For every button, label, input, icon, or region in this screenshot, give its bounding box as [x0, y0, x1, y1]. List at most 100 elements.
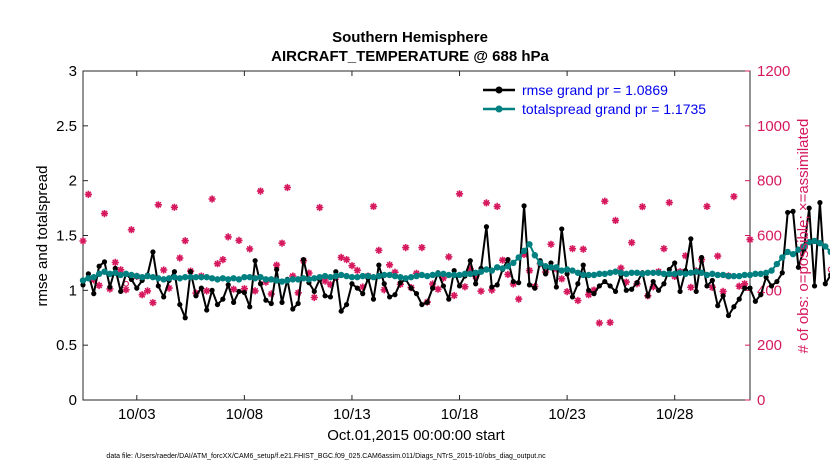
- obs-assimilated-marker: [617, 264, 625, 272]
- obs-assimilated-marker: [289, 272, 297, 280]
- obs-assimilated-marker: [380, 286, 388, 294]
- obs-assimilated-marker: [213, 260, 222, 268]
- totalspread-point: [138, 273, 146, 281]
- rmse-point: [187, 269, 194, 275]
- obs-assimilated-marker: [224, 233, 232, 241]
- obs-assimilated-marker: [708, 283, 716, 291]
- rmse-point: [446, 296, 452, 302]
- rmse-point: [80, 282, 86, 288]
- totalspread-point: [822, 243, 829, 250]
- obs-assimilated-marker: [267, 290, 275, 298]
- totalspread-point: [757, 270, 764, 278]
- rmse-point: [387, 294, 393, 300]
- totalspread-point: [746, 271, 754, 279]
- obs-assimilated-marker: [590, 286, 598, 294]
- obs-possible-marker: [827, 266, 830, 273]
- totalspread-point: [445, 271, 452, 279]
- obs-assimilated-marker: [622, 278, 630, 286]
- rmse-point: [333, 269, 339, 275]
- totalspread-point: [725, 272, 732, 280]
- obs-assimilated-marker: [326, 281, 334, 289]
- obs-assimilated-marker: [703, 202, 711, 210]
- obs-assimilated-marker: [461, 283, 469, 291]
- obs-assimilated-marker: [574, 296, 582, 305]
- totalspread-point: [246, 273, 253, 281]
- rmse-point: [634, 280, 640, 286]
- rmse-point: [645, 293, 651, 299]
- obs-assimilated-marker: [283, 183, 291, 192]
- totalspread-point: [639, 270, 646, 278]
- totalspread-point: [816, 239, 824, 247]
- totalspread-point: [703, 271, 711, 279]
- totalspread-point: [171, 273, 178, 281]
- totalspread-point: [418, 271, 426, 279]
- totalspread-point: [800, 243, 807, 250]
- totalspread-point: [649, 269, 657, 276]
- totalspread-point: [434, 270, 442, 278]
- obs-assimilated-marker: [170, 203, 178, 211]
- totalspread-point: [693, 268, 700, 275]
- obs-assimilated-marker: [402, 244, 410, 252]
- obs-assimilated-marker: [628, 239, 636, 247]
- rmse-point: [300, 257, 307, 263]
- totalspread-point: [596, 270, 603, 278]
- rmse-point: [295, 300, 301, 307]
- obs-assimilated-marker: [450, 291, 458, 300]
- obs-assimilated-marker: [305, 269, 313, 277]
- totalspread-point: [795, 246, 802, 253]
- obs-assimilated-marker: [165, 284, 173, 292]
- rmse-point: [715, 303, 721, 309]
- rmse-point: [629, 286, 635, 292]
- obs-assimilated-marker: [439, 274, 447, 282]
- totalspread-point: [268, 276, 275, 283]
- totalspread-point: [149, 273, 157, 281]
- totalspread-point: [397, 273, 404, 281]
- obs-assimilated-marker: [719, 287, 727, 295]
- totalspread-point: [381, 271, 388, 279]
- totalspread-point: [762, 269, 770, 276]
- rmse-point: [559, 226, 565, 232]
- obs-assimilated-marker: [649, 283, 657, 291]
- totalspread-point: [606, 269, 614, 276]
- totalspread-point: [262, 276, 270, 283]
- totalspread-point: [515, 254, 522, 261]
- rmse-point: [214, 301, 221, 308]
- series-lines: [79, 200, 830, 321]
- y-right-tick-label: 800: [757, 173, 782, 190]
- rmse-point: [607, 283, 613, 289]
- rmse-point: [704, 283, 710, 289]
- obs-assimilated-marker: [434, 285, 442, 293]
- rmse-point: [575, 281, 581, 287]
- rmse-point: [709, 277, 715, 284]
- obs-assimilated-marker: [160, 266, 168, 274]
- totalspread-point: [633, 269, 641, 276]
- totalspread-point: [768, 267, 775, 274]
- obs-assimilated-marker: [418, 244, 426, 252]
- rmse-point: [785, 209, 791, 216]
- rmse-point: [360, 291, 366, 297]
- totalspread-point: [499, 265, 506, 272]
- totalspread-point: [472, 269, 479, 276]
- totalspread-point: [284, 277, 291, 284]
- totalspread-point: [779, 254, 786, 261]
- rmse-point: [338, 308, 344, 314]
- rmse-point: [327, 294, 334, 300]
- obs-assimilated-marker: [477, 287, 485, 295]
- legend-spread-text: totalspread grand pr = 1.1735: [522, 101, 706, 117]
- rmse-point: [532, 285, 538, 291]
- obs-assimilated-marker: [515, 295, 523, 303]
- rmse-point: [85, 271, 91, 277]
- rmse-point: [510, 278, 516, 285]
- totalspread-point: [666, 270, 673, 278]
- totalspread-point: [95, 270, 103, 278]
- totalspread-point: [617, 269, 625, 276]
- rmse-point: [548, 260, 554, 266]
- rmse-point: [698, 254, 705, 261]
- obs-assimilated-marker: [251, 287, 259, 295]
- rmse-point: [343, 301, 350, 308]
- totalspread-point: [187, 273, 194, 281]
- obs-assimilated-marker: [353, 266, 361, 274]
- rmse-point: [155, 283, 161, 289]
- x-tick-label: 10/18: [441, 406, 479, 423]
- obs-assimilated-marker: [127, 226, 135, 234]
